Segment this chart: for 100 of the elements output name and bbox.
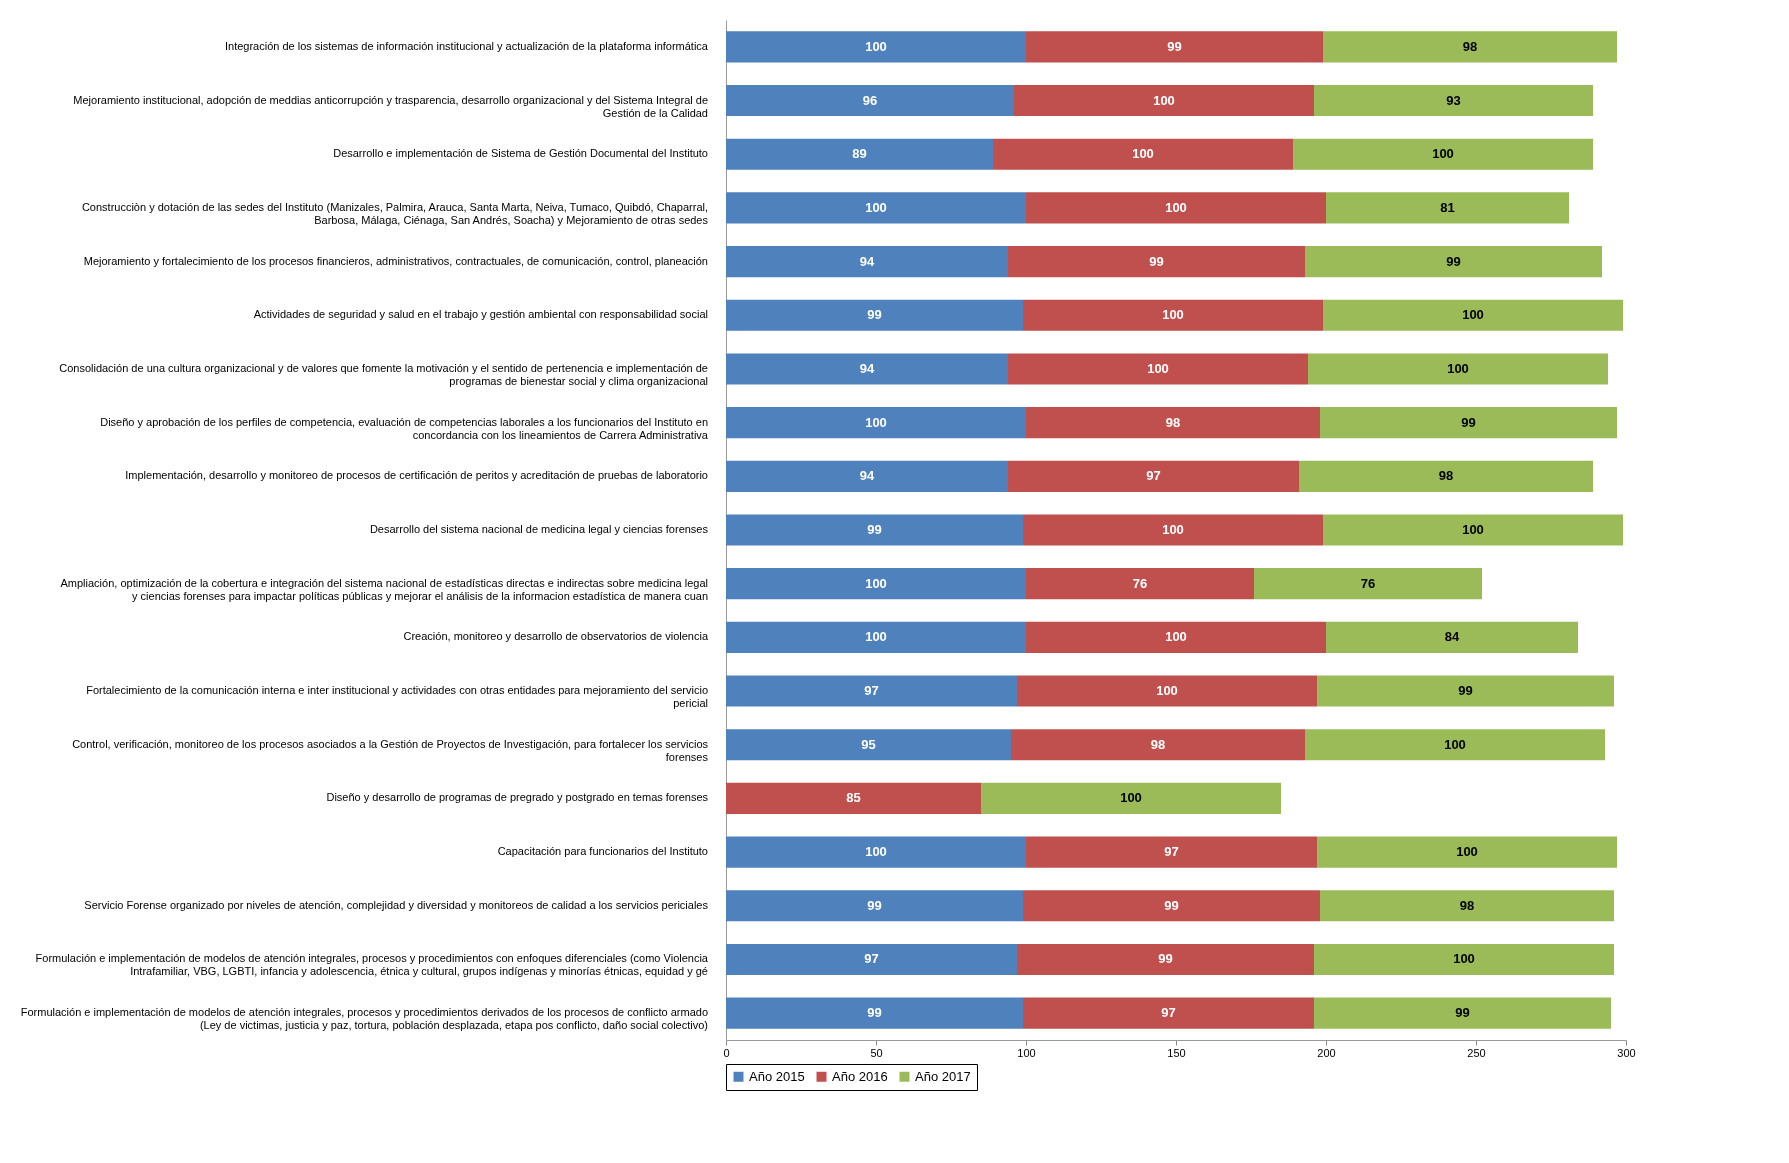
bar xyxy=(726,299,1023,331)
bar xyxy=(1317,836,1617,868)
data-label: 85 xyxy=(846,790,861,806)
bar xyxy=(1023,299,1323,331)
data-label: 100 xyxy=(1120,790,1142,806)
data-label: 97 xyxy=(864,683,879,699)
bar xyxy=(1023,514,1323,546)
bar xyxy=(726,353,1008,385)
data-label: 100 xyxy=(1165,199,1187,215)
y-tick-label: Integración de los sistemas de información institucional y actualización de la plataforma informática xyxy=(224,39,709,52)
bar xyxy=(1014,84,1314,117)
data-label: 100 xyxy=(1444,736,1466,752)
bar xyxy=(1320,890,1614,922)
data-label: 99 xyxy=(867,307,882,323)
bar xyxy=(1305,729,1605,761)
y-tick-label: Desarrollo del sistema nacional de medicina legal y ciencias forenses xyxy=(369,523,709,535)
bar xyxy=(1293,138,1593,170)
bar xyxy=(1305,246,1602,278)
x-tick-label: 150 xyxy=(1167,1046,1186,1059)
data-label: 94 xyxy=(859,360,875,376)
y-tick-label: Formulación e implementación de modelos de atención integrales, procesos y procedimientos con enfoques diferenciales (como Violencia Intrafamiliar, VBG, LGBTI, infancia y adolescencia, étnica y cultural, grupos indígenas y minorías étnicas, equidad y gé xyxy=(35,952,709,978)
data-label: 98 xyxy=(1459,897,1475,913)
bar xyxy=(993,138,1293,170)
bar xyxy=(1314,84,1593,117)
y-tick-label: Control, verificación, monitoreo de los procesos asociados a la Gestión de Proyectos de Investigación, para fortalecer los servicios forenses xyxy=(72,737,709,763)
bar xyxy=(726,407,1026,439)
data-label: 96 xyxy=(862,92,878,108)
data-label: 100 xyxy=(1147,360,1169,376)
bar xyxy=(1011,729,1305,761)
data-label: 97 xyxy=(1164,844,1179,860)
bar xyxy=(1023,890,1320,922)
data-label: 100 xyxy=(1462,307,1484,323)
bar xyxy=(726,675,1017,707)
bar xyxy=(1299,460,1593,492)
bar xyxy=(726,782,981,814)
bar xyxy=(726,621,1026,653)
data-label: 99 xyxy=(1458,683,1473,699)
data-label: 100 xyxy=(1162,307,1184,323)
x-tick-label: 50 xyxy=(870,1046,883,1059)
x-tick-label: 300 xyxy=(1617,1046,1636,1059)
data-label: 100 xyxy=(865,38,887,54)
data-label: 100 xyxy=(865,199,887,215)
bar xyxy=(1320,407,1617,439)
data-label: 97 xyxy=(864,951,879,967)
data-label: 99 xyxy=(867,897,882,913)
data-label: 94 xyxy=(859,468,875,484)
x-tick-label: 100 xyxy=(1017,1046,1036,1059)
data-label: 100 xyxy=(1165,629,1187,645)
bar xyxy=(726,192,1026,224)
data-label: 99 xyxy=(1455,1005,1470,1021)
bar xyxy=(1008,353,1308,385)
data-label: 93 xyxy=(1446,92,1461,108)
data-label: 98 xyxy=(1165,414,1181,430)
data-label: 94 xyxy=(859,253,875,269)
data-label: 84 xyxy=(1444,629,1460,645)
data-label: 100 xyxy=(1432,146,1454,162)
data-label: 98 xyxy=(1462,38,1478,54)
y-tick-label: Fortalecimiento de la comunicación interna e inter institucional y actividades con otras entidades para mejoramiento del servicio pericial xyxy=(86,684,708,710)
data-label: 99 xyxy=(1164,897,1179,913)
data-label: 100 xyxy=(865,629,887,645)
data-label: 99 xyxy=(1158,951,1173,967)
y-tick-label: Implementación, desarrollo y monitoreo de procesos de certificación de peritos y acreditación de pruebas de laboratorio xyxy=(125,469,708,482)
bar xyxy=(726,31,1026,63)
data-label: 99 xyxy=(1446,253,1461,269)
bar xyxy=(726,997,1023,1029)
bar xyxy=(1314,997,1611,1029)
data-label: 99 xyxy=(867,1005,882,1021)
bar xyxy=(726,943,1017,976)
y-tick-label: Construcciòn y dotación de las sedes del Instituto (Manizales, Palmira, Arauca, Santa Marta, Neiva, Tumaco, Quibdó, Chaparral, Barbosa, Málaga, Ciénaga, San Andrés, Soacha) y Mejoramiento de otras sedes xyxy=(81,200,709,226)
bar xyxy=(726,836,1026,868)
bar xyxy=(726,460,1008,492)
y-tick-label: Actividades de seguridad y salud en el trabajo y gestión ambiental con responsabilidad social xyxy=(253,308,708,321)
y-tick-label: Servicio Forense organizado por niveles de atención, complejidad y diversidad y monitoreos de calidad a los servicios periciales xyxy=(84,898,709,911)
data-label: 76 xyxy=(1360,575,1376,591)
bar xyxy=(1008,246,1305,278)
data-label: 100 xyxy=(1162,522,1184,537)
data-label: 100 xyxy=(1156,683,1178,699)
data-label: 97 xyxy=(1161,1005,1176,1021)
data-label: 99 xyxy=(1461,414,1476,430)
data-label: 97 xyxy=(1146,468,1161,484)
x-tick-label: 250 xyxy=(1467,1046,1486,1059)
data-label: 81 xyxy=(1440,199,1455,215)
y-tick-label: Capacitación para funcionarios del Instituto xyxy=(497,845,708,858)
data-label: 99 xyxy=(1149,253,1164,269)
bar xyxy=(1026,621,1326,653)
data-label: 100 xyxy=(1462,522,1484,537)
data-label: 98 xyxy=(1150,736,1166,752)
x-tick-label: 200 xyxy=(1317,1046,1336,1059)
bar xyxy=(1308,353,1608,385)
data-label: 100 xyxy=(1132,146,1154,162)
data-label: 89 xyxy=(852,146,867,162)
bar xyxy=(726,729,1011,761)
bar xyxy=(726,246,1008,278)
legend-label: Año 2017 xyxy=(915,1068,971,1084)
y-tick-label: Desarrollo e implementación de Sistema de Gestión Documental del Instituto xyxy=(333,147,708,160)
bar xyxy=(1026,407,1320,439)
bar xyxy=(1254,568,1482,600)
bar xyxy=(1026,836,1317,868)
bar xyxy=(1026,31,1323,63)
bar xyxy=(981,782,1281,814)
